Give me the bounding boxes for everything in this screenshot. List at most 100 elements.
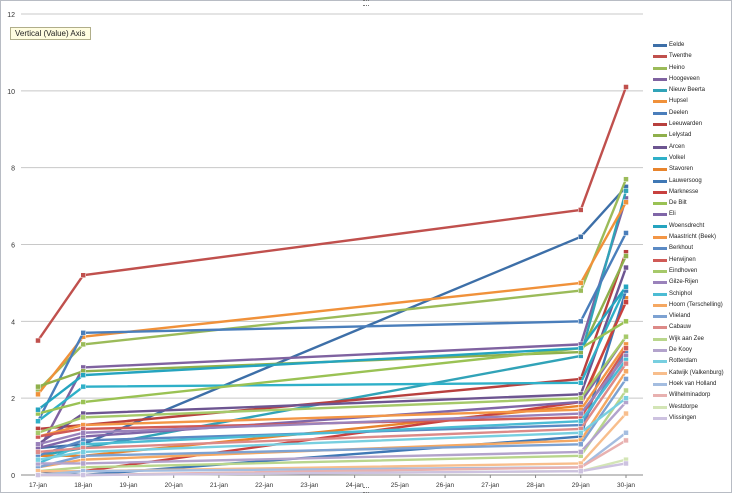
legend-item[interactable]: Stavoren [653, 165, 725, 176]
series-line-16[interactable] [37, 286, 627, 411]
data-point[interactable] [578, 449, 584, 455]
series-line-0[interactable] [37, 186, 627, 450]
data-point[interactable] [623, 253, 629, 259]
series-line-2[interactable] [37, 178, 628, 392]
legend-item[interactable]: Volkel [653, 154, 725, 165]
legend-item[interactable]: De Bilt [653, 199, 725, 210]
data-point[interactable] [623, 176, 629, 182]
series-group[interactable] [35, 84, 629, 478]
legend-item[interactable]: De Kooy [653, 346, 725, 357]
legend-item[interactable]: Westdorpe [653, 403, 725, 414]
legend[interactable]: Eelde Twenthe Heino Hoogeveen Nieuw Beerta Hu… [653, 41, 725, 425]
legend-item[interactable]: Lauwersoog [653, 177, 725, 188]
data-point[interactable] [623, 264, 629, 271]
data-point[interactable] [623, 345, 629, 351]
data-point[interactable] [623, 395, 629, 401]
legend-item[interactable]: Eli [653, 210, 725, 221]
legend-item[interactable]: Deelen [653, 109, 725, 120]
data-point[interactable] [80, 429, 86, 436]
data-point[interactable] [623, 437, 629, 444]
series-line-9[interactable] [37, 267, 628, 446]
data-point[interactable] [578, 207, 584, 213]
series-line-25[interactable] [37, 362, 627, 454]
legend-item[interactable]: Eindhoven [653, 267, 725, 278]
data-point[interactable] [35, 441, 41, 448]
data-point[interactable] [623, 360, 629, 367]
legend-item[interactable]: Vlieland [653, 312, 725, 323]
data-point[interactable] [35, 337, 41, 344]
series-line-24[interactable] [37, 378, 627, 469]
data-point[interactable] [80, 460, 86, 467]
data-point[interactable] [578, 441, 584, 448]
data-point[interactable] [623, 429, 629, 436]
series-line-27[interactable] [38, 401, 627, 465]
legend-item[interactable]: Hoek van Holland [653, 380, 725, 391]
series-line-29[interactable] [38, 412, 627, 473]
data-point[interactable] [623, 299, 629, 305]
data-point[interactable] [35, 429, 41, 436]
data-point[interactable] [623, 230, 629, 236]
legend-item[interactable]: Rotterdam [653, 357, 725, 368]
data-point[interactable] [578, 280, 584, 286]
legend-item[interactable]: Schiphol [653, 290, 725, 301]
legend-item[interactable]: Maastricht (Beek) [653, 233, 725, 244]
data-point[interactable] [35, 418, 41, 424]
data-point[interactable] [623, 410, 629, 417]
series-line-17[interactable] [37, 343, 627, 438]
legend-item[interactable]: Woensdrecht [653, 222, 725, 233]
legend-item[interactable]: Nieuw Beerta [653, 86, 725, 97]
data-point[interactable] [80, 449, 86, 455]
data-point[interactable] [35, 472, 41, 478]
data-point[interactable] [578, 234, 584, 240]
data-point[interactable] [578, 410, 584, 417]
legend-item[interactable]: Vlissingen [653, 414, 725, 425]
data-point[interactable] [35, 383, 41, 390]
data-point[interactable] [623, 84, 629, 90]
series-line-26[interactable] [37, 389, 627, 473]
legend-item[interactable]: Lelystad [653, 131, 725, 142]
legend-item[interactable]: Hupsel [653, 97, 725, 108]
series-line-1[interactable] [37, 86, 628, 342]
data-point[interactable] [80, 341, 86, 348]
data-point[interactable] [623, 284, 629, 290]
data-point[interactable] [80, 472, 86, 478]
data-point[interactable] [35, 406, 41, 413]
data-point[interactable] [623, 460, 629, 467]
legend-item[interactable]: Leeuwarden [653, 120, 725, 131]
data-point[interactable] [80, 399, 86, 405]
series-line-21[interactable] [37, 355, 627, 446]
legend-item[interactable]: Gilze-Rijen [653, 278, 725, 289]
series-line-20[interactable] [37, 335, 627, 434]
series-line-6[interactable] [36, 232, 628, 422]
legend-item[interactable]: Cabauw [653, 323, 725, 334]
data-point[interactable] [623, 376, 629, 382]
data-point[interactable] [623, 333, 629, 340]
data-point[interactable] [623, 318, 629, 325]
data-point[interactable] [578, 380, 584, 386]
data-point[interactable] [80, 372, 86, 378]
series-line-5[interactable] [37, 201, 628, 396]
legend-item[interactable]: Heino [653, 64, 725, 75]
series-line-33[interactable] [38, 462, 627, 477]
data-point[interactable] [80, 383, 86, 390]
series-line-30[interactable] [37, 431, 627, 477]
legend-item[interactable]: Hoorn (Terschelling) [653, 301, 725, 312]
series-line-22[interactable] [37, 359, 627, 465]
data-point[interactable] [35, 456, 41, 463]
legend-item[interactable]: Katwijk (Valkenburg) [653, 369, 725, 380]
legend-item[interactable]: Wilhelminadorp [653, 391, 725, 402]
legend-item[interactable]: Wijk aan Zee [653, 335, 725, 346]
data-point[interactable] [35, 449, 41, 455]
legend-item[interactable]: Herwijnen [653, 256, 725, 267]
data-point[interactable] [80, 330, 86, 336]
data-point[interactable] [578, 345, 584, 351]
legend-item[interactable]: Eelde [653, 41, 725, 52]
legend-item[interactable]: Marknesse [653, 188, 725, 199]
data-point[interactable] [578, 318, 584, 325]
data-point[interactable] [578, 418, 584, 424]
resize-handle-top[interactable] [363, 0, 369, 6]
series-line-3[interactable] [36, 198, 628, 453]
series-line-14[interactable] [37, 320, 627, 415]
data-point[interactable] [623, 199, 629, 205]
